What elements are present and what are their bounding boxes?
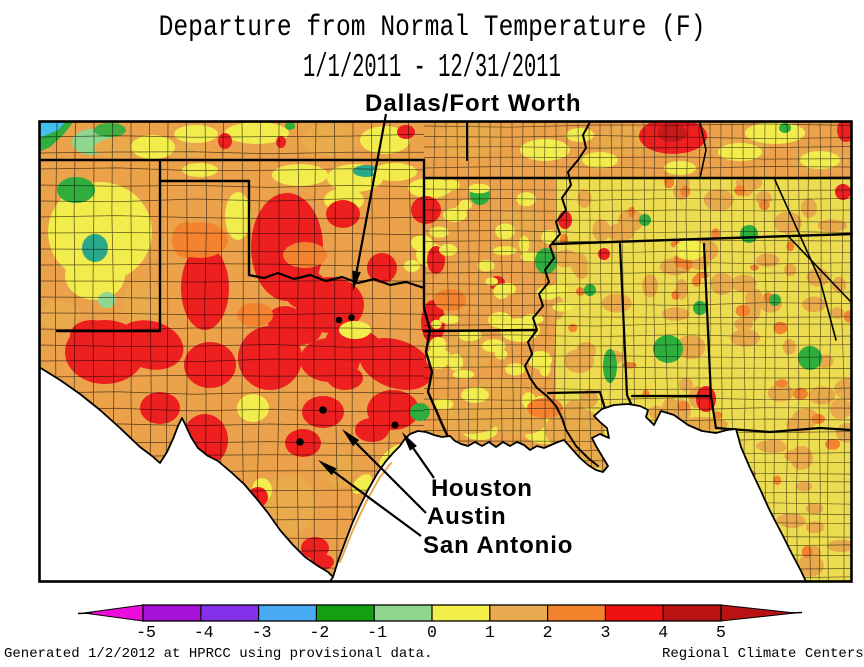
svg-text:0: 0 (427, 623, 437, 642)
svg-text:-3: -3 (252, 623, 272, 642)
svg-text:1: 1 (485, 623, 495, 642)
svg-text:-1: -1 (367, 623, 387, 642)
svg-text:-5: -5 (136, 623, 156, 642)
svg-text:5: 5 (716, 623, 726, 642)
svg-text:2: 2 (543, 623, 553, 642)
svg-text:-2: -2 (309, 623, 329, 642)
svg-text:4: 4 (658, 623, 668, 642)
svg-text:3: 3 (600, 623, 610, 642)
svg-text:-4: -4 (194, 623, 214, 642)
